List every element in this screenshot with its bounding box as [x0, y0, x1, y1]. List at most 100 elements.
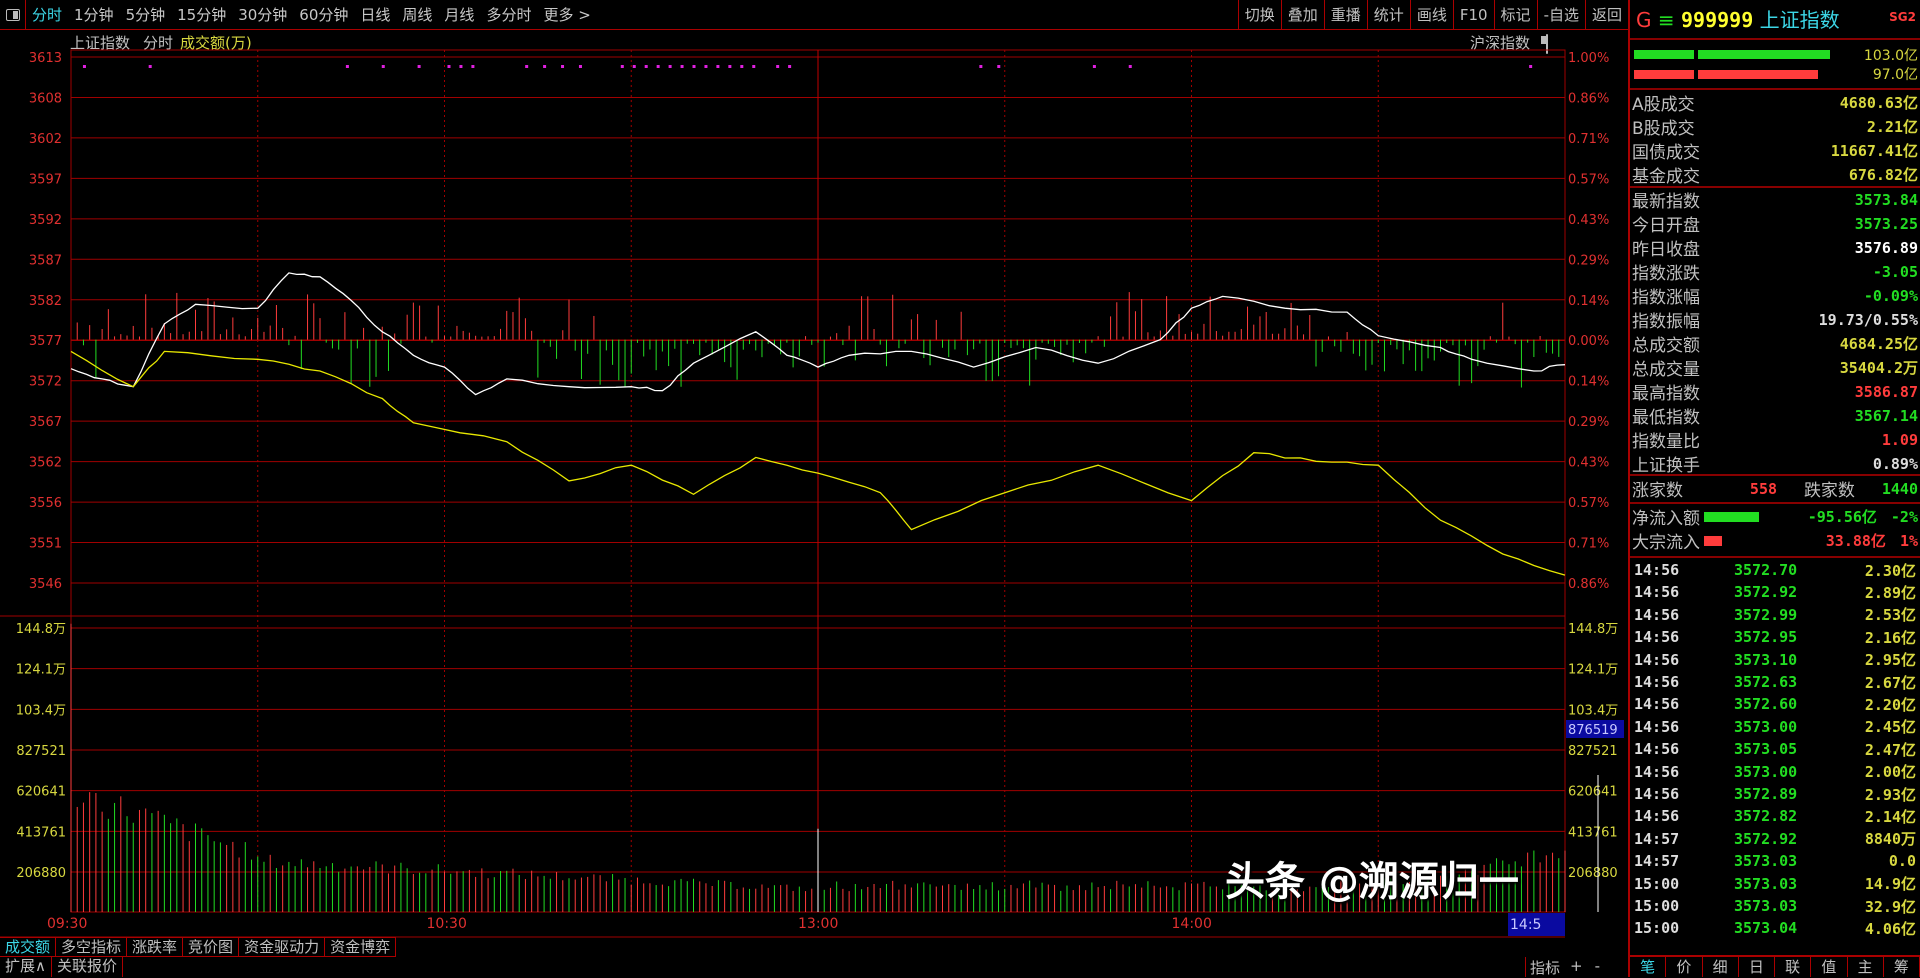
- volume-tick-right: 144.8万: [1568, 622, 1618, 637]
- tick-price: 3572.95: [1734, 628, 1798, 647]
- intraday-chart[interactable]: 3613 1.00% 3608 0.86% 3602 0.71% 3597 0.57% 3592…: [0, 0, 1628, 977]
- indicator-tab[interactable]: 成交额: [0, 938, 57, 956]
- panel-tab[interactable]: 细: [1703, 957, 1739, 977]
- indicator-tab[interactable]: 资金博弈: [325, 938, 397, 956]
- tick-row: 14:57 3572.92 8840万: [1634, 828, 1916, 850]
- stat-row: 最高指数 3586.87: [1632, 380, 1918, 405]
- tick-price: 3572.63: [1734, 673, 1798, 691]
- period-tab[interactable]: 多分时: [486, 6, 532, 24]
- period-tab[interactable]: 1分钟: [74, 6, 114, 24]
- flow-label: 净流入额: [1632, 509, 1700, 529]
- period-tab[interactable]: 15分钟: [177, 6, 227, 24]
- tool-button[interactable]: F10: [1452, 0, 1494, 30]
- stat-row: B股成交 2.21亿: [1632, 115, 1918, 139]
- period-tab[interactable]: 更多 >: [543, 6, 591, 24]
- hs-index-label[interactable]: 沪深指数: [1470, 34, 1531, 52]
- tick-time: 14:56: [1634, 717, 1680, 736]
- price-tick: 3556: [29, 496, 62, 511]
- indicator-tab[interactable]: 涨跌率: [127, 938, 184, 956]
- signal-marker: [680, 65, 684, 68]
- period-tab[interactable]: 分时: [32, 6, 63, 24]
- indicator-button[interactable]: 指标: [1530, 959, 1561, 977]
- indicator-tab[interactable]: 竞价图: [183, 938, 240, 956]
- toggle-icon: [5, 8, 20, 21]
- tick-row: 14:56 3572.63 2.67亿: [1634, 671, 1916, 693]
- stat-row: 总成交量 35404.2万: [1632, 356, 1918, 380]
- period-tab[interactable]: 30分钟: [238, 6, 288, 24]
- tick-amount: 4.06亿: [1864, 919, 1916, 938]
- panel-tab[interactable]: 日: [1739, 957, 1775, 977]
- signal-marker: [381, 65, 385, 68]
- panel-tab[interactable]: 筹: [1884, 957, 1920, 977]
- zoom-out-button[interactable]: -: [1594, 957, 1601, 975]
- tool-button[interactable]: 叠加: [1280, 0, 1324, 30]
- price-tick: 3551: [29, 537, 62, 552]
- zoom-in-button[interactable]: +: [1570, 957, 1583, 975]
- panel-tab[interactable]: 值: [1811, 957, 1848, 977]
- price-tick: 3592: [29, 213, 62, 228]
- tick-time: 14:56: [1634, 807, 1680, 826]
- tick-row: 14:57 3573.03 0.0: [1634, 850, 1916, 872]
- tick-time: 15:00: [1634, 874, 1680, 893]
- bar-value-2: 97.0亿: [1872, 67, 1918, 83]
- period-tab[interactable]: 周线: [402, 6, 433, 24]
- index-line: [70, 272, 1566, 396]
- tick-price: 3572.92: [1734, 829, 1798, 848]
- panel-tab[interactable]: 笔: [1630, 957, 1667, 977]
- indicator-name[interactable]: 成交额(万): [180, 34, 252, 52]
- signal-marker: [1128, 65, 1132, 68]
- period-tab[interactable]: 60分钟: [299, 6, 349, 24]
- tick-row: 14:56 3573.00 2.00亿: [1634, 761, 1916, 783]
- tick-amount: 2.47亿: [1864, 740, 1916, 759]
- period-tab[interactable]: 月线: [444, 6, 475, 24]
- tool-button[interactable]: 统计: [1366, 0, 1410, 30]
- time-cursor-box: [1508, 913, 1565, 936]
- pct-tick: 0.14%: [1568, 294, 1609, 309]
- stat-label: 今日开盘: [1632, 216, 1700, 236]
- tick-time: 14:56: [1634, 605, 1680, 624]
- panel-tab[interactable]: 价: [1666, 957, 1703, 977]
- tool-button[interactable]: 画线: [1409, 0, 1453, 30]
- stat-value: 35404.2万: [1839, 359, 1918, 377]
- volume-tick-right: 827521: [1568, 744, 1618, 759]
- signal-marker: [776, 65, 780, 68]
- tick-time: 14:57: [1634, 852, 1680, 871]
- tick-row: 15:00 3573.03 32.9亿: [1634, 895, 1916, 917]
- tick-row: 14:56 3573.00 2.45亿: [1634, 716, 1916, 738]
- signal-marker: [543, 65, 547, 68]
- stat-value: 3586.87: [1854, 382, 1918, 401]
- stat-label: B股成交: [1632, 119, 1695, 139]
- signal-marker: [740, 65, 744, 68]
- volume-tick: 620641: [16, 785, 66, 800]
- signal-marker: [148, 65, 152, 68]
- panel-tabs: 笔价细日联值主筹: [1630, 955, 1920, 977]
- panel-tab[interactable]: 联: [1775, 957, 1812, 977]
- tick-price: 3573.10: [1734, 650, 1798, 669]
- tick-time: 14:56: [1634, 650, 1680, 669]
- stat-label: 基金成交: [1632, 167, 1700, 187]
- indicator-tab[interactable]: 资金驱动力: [239, 938, 326, 956]
- signal-marker: [656, 65, 660, 68]
- sidebar-toggle-button[interactable]: [0, 0, 26, 30]
- menu-icon[interactable]: ≡: [1657, 8, 1675, 32]
- pct-tick: 0.71%: [1568, 537, 1609, 552]
- extension-tab[interactable]: 关联报价: [52, 957, 123, 977]
- stat-value: 4684.25亿: [1839, 335, 1918, 353]
- extension-tab[interactable]: 扩展∧: [0, 957, 52, 977]
- flow-row: 大宗流入 33.88亿 1%: [1632, 529, 1918, 554]
- tool-button[interactable]: -自选: [1536, 0, 1585, 30]
- tool-button[interactable]: 切换: [1237, 0, 1281, 30]
- tick-time: 14:56: [1634, 695, 1680, 714]
- tool-button[interactable]: 标记: [1493, 0, 1537, 30]
- price-tick: 3597: [29, 172, 62, 187]
- indicator-tab[interactable]: 多空指标: [56, 938, 128, 956]
- tick-price: 3573.00: [1734, 717, 1798, 736]
- tool-button[interactable]: 重播: [1323, 0, 1367, 30]
- panel-tab[interactable]: 主: [1848, 957, 1884, 977]
- period-tab[interactable]: 5分钟: [125, 6, 166, 24]
- signal-marker: [417, 65, 421, 68]
- period-toolbar: 分时 1分钟 5分钟 15分钟 30分钟 60分钟 日线 周线 月线 多分时 更多 > 切换 叠加 重播…: [0, 0, 1628, 30]
- tool-button[interactable]: 返回: [1584, 0, 1628, 30]
- period-tab[interactable]: 日线: [360, 6, 391, 24]
- tick-time: 15:00: [1634, 897, 1680, 915]
